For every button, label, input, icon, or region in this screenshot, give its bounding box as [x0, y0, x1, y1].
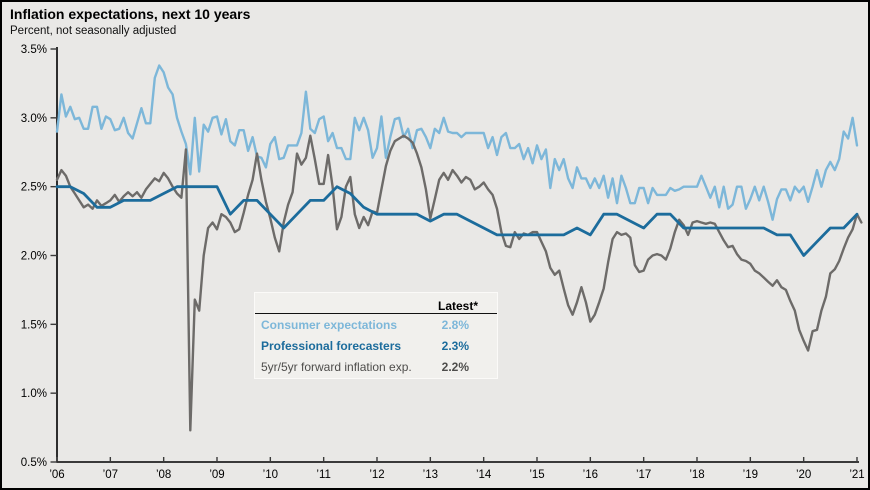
professional-line	[55, 185, 859, 257]
legend-value-consumer: 2.8%	[441, 318, 469, 332]
x-axis-label: ’12	[369, 469, 384, 481]
x-axis-label: ’11	[316, 469, 331, 481]
y-axis-label: 1.5%	[21, 319, 47, 331]
x-axis-label: ’06	[49, 469, 64, 481]
y-axis-label: 1.0%	[21, 388, 47, 400]
y-axis-label: 2.5%	[21, 182, 47, 194]
x-axis-label: ’18	[689, 469, 704, 481]
chart-subtitle: Percent, not seasonally adjusted	[10, 25, 177, 37]
x-axis-label: ’09	[209, 469, 224, 481]
y-axis-label: 3.0%	[21, 113, 47, 125]
x-axis-label: ’07	[103, 469, 118, 481]
x-axis-label: ’08	[156, 469, 171, 481]
legend-header-latest: Latest*	[255, 293, 497, 314]
legend-value-forward: 2.2%	[441, 360, 469, 374]
x-axis-label: ’14	[476, 469, 492, 481]
legend-label-consumer: Consumer expectations	[261, 318, 398, 332]
x-axis-label: ’15	[529, 469, 544, 481]
y-axis-label: 3.5%	[21, 44, 47, 56]
y-axis-label: 0.5%	[21, 457, 47, 469]
legend-row-professional: Professional forecasters 2.3%	[255, 336, 497, 356]
x-axis-label: ’21	[849, 469, 864, 481]
x-axis-label: ’20	[796, 469, 811, 481]
x-axis-label: ’10	[263, 469, 278, 481]
x-axis-label: ’16	[583, 469, 598, 481]
forward-line	[55, 134, 863, 432]
legend-value-professional: 2.3%	[441, 339, 469, 353]
x-axis-label: ’17	[636, 469, 651, 481]
x-axis-label: ’19	[743, 469, 758, 481]
legend-row-consumer: Consumer expectations 2.8%	[255, 315, 497, 335]
legend-box: Latest* Consumer expectations 2.8% Profe…	[254, 292, 498, 379]
legend-label-forward: 5yr/5yr forward inflation exp.	[261, 360, 412, 374]
chart-title: Inflation expectations, next 10 years	[10, 6, 251, 22]
legend-row-forward: 5yr/5yr forward inflation exp. 2.2%	[255, 357, 497, 377]
consumer-line	[55, 64, 859, 221]
legend-label-professional: Professional forecasters	[261, 339, 402, 353]
x-axis-label: ’13	[423, 469, 438, 481]
y-axis-label: 2.0%	[21, 251, 47, 263]
